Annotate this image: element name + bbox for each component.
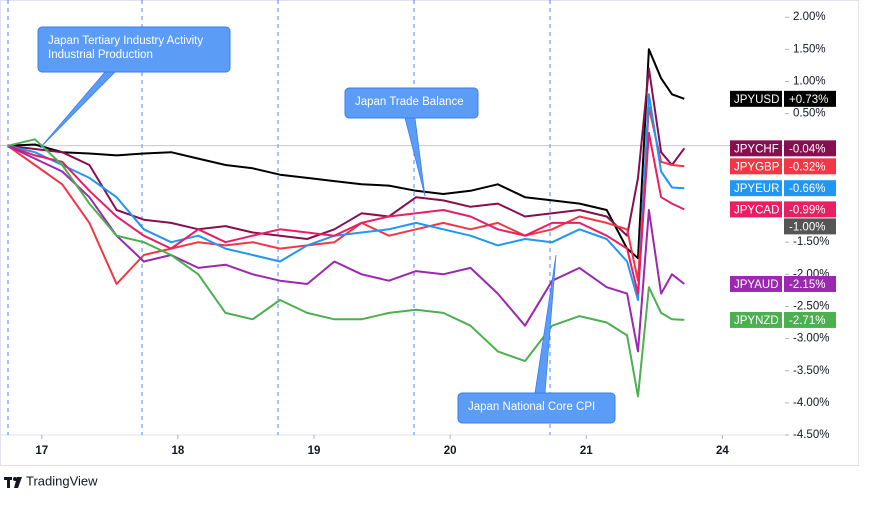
y-tick-label: 1.50% xyxy=(793,43,826,55)
x-tick-label: 24 xyxy=(716,445,729,457)
series-line xyxy=(7,106,685,285)
y-tick-label: 2.00% xyxy=(793,11,826,23)
price-badge: JPYCHF -0.04% xyxy=(730,140,836,157)
series-line xyxy=(7,138,685,398)
annotation-text: Industrial Production xyxy=(48,49,153,61)
badge-name: JPYUSD xyxy=(734,94,779,106)
series-line xyxy=(7,93,685,301)
badge-value: +0.73% xyxy=(789,94,828,106)
series-line xyxy=(7,131,685,295)
price-badge: JPYGBP -0.32% xyxy=(730,158,836,175)
annotation: Japan Tertiary Industry Activity Industri… xyxy=(37,26,231,149)
badge-value: -0.04% xyxy=(789,143,825,155)
badge-value: -0.66% xyxy=(789,183,825,195)
badge-value: -0.32% xyxy=(789,161,825,173)
y-tick-label: -4.50% xyxy=(793,429,829,441)
badge-value-bg xyxy=(784,158,836,175)
chart-frame xyxy=(0,0,859,466)
badge-name-bg xyxy=(730,311,782,328)
badge-value: -2.71% xyxy=(789,315,825,327)
annotation-text: Japan Tertiary Industry Activity xyxy=(48,35,203,47)
badge-value-bg xyxy=(784,201,836,218)
badge-name: JPYAUD xyxy=(734,279,779,291)
badge-value-bg xyxy=(784,218,836,235)
annotation: Japan National Core CPI xyxy=(457,254,616,424)
annotation-box xyxy=(37,26,231,73)
badge-name-bg xyxy=(730,275,782,292)
series-line xyxy=(7,144,685,353)
y-tick-label: -2.50% xyxy=(793,300,829,312)
badge-name: JPYNZD xyxy=(734,315,779,327)
y-tick-label: 0.50% xyxy=(793,108,826,120)
badge-name: JPYEUR xyxy=(734,183,779,195)
badge-name-bg xyxy=(730,140,782,157)
logo-part xyxy=(13,477,17,481)
brand-name[interactable]: TradingView xyxy=(26,473,98,488)
badge-name-bg xyxy=(730,201,782,218)
logo-part xyxy=(7,477,10,488)
price-badge: -1.00% xyxy=(784,218,836,235)
y-tick-label: -3.50% xyxy=(793,365,829,377)
badge-value: -0.99% xyxy=(789,204,825,216)
badge-name: JPYGBP xyxy=(734,161,780,173)
badge-value: -1.00% xyxy=(789,221,825,233)
brand-logo xyxy=(4,477,22,488)
badge-value: -2.15% xyxy=(789,279,825,291)
annotation-text: Japan National Core CPI xyxy=(468,401,595,413)
badge-value-bg xyxy=(784,311,836,328)
badge-name-bg xyxy=(730,158,782,175)
badge-name: JPYCAD xyxy=(734,204,779,216)
x-tick-label: 19 xyxy=(308,445,321,457)
x-tick-label: 21 xyxy=(580,445,593,457)
price-badge: JPYAUD -2.15% xyxy=(730,275,836,292)
annotation-box xyxy=(344,87,479,119)
y-tick-label: -1.50% xyxy=(793,236,829,248)
y-tick-label: -3.00% xyxy=(793,333,829,345)
x-tick-label: 18 xyxy=(171,445,184,457)
x-tick-label: 20 xyxy=(444,445,457,457)
annotation-text: Japan Trade Balance xyxy=(355,96,464,108)
x-tick-label: 17 xyxy=(35,445,48,457)
badge-value-bg xyxy=(784,275,836,292)
price-badge: JPYNZD -2.71% xyxy=(730,311,836,328)
y-tick-label: 1.00% xyxy=(793,76,826,88)
annotation: Japan Trade Balance xyxy=(344,87,479,197)
badge-value-bg xyxy=(784,90,836,107)
badge-name: JPYCHF xyxy=(734,143,779,155)
series-line xyxy=(7,48,685,260)
badge-name-bg xyxy=(730,90,782,107)
price-badge: JPYCAD -0.99% xyxy=(730,201,836,218)
y-tick-label: -4.00% xyxy=(793,397,829,409)
price-badge: JPYEUR -0.66% xyxy=(730,180,836,197)
price-badge: JPYUSD +0.73% xyxy=(730,90,836,107)
badge-name-bg xyxy=(730,180,782,197)
badge-value-bg xyxy=(784,180,836,197)
badge-value-bg xyxy=(784,140,836,157)
annotation-box xyxy=(457,392,616,424)
logo-part xyxy=(14,477,22,488)
